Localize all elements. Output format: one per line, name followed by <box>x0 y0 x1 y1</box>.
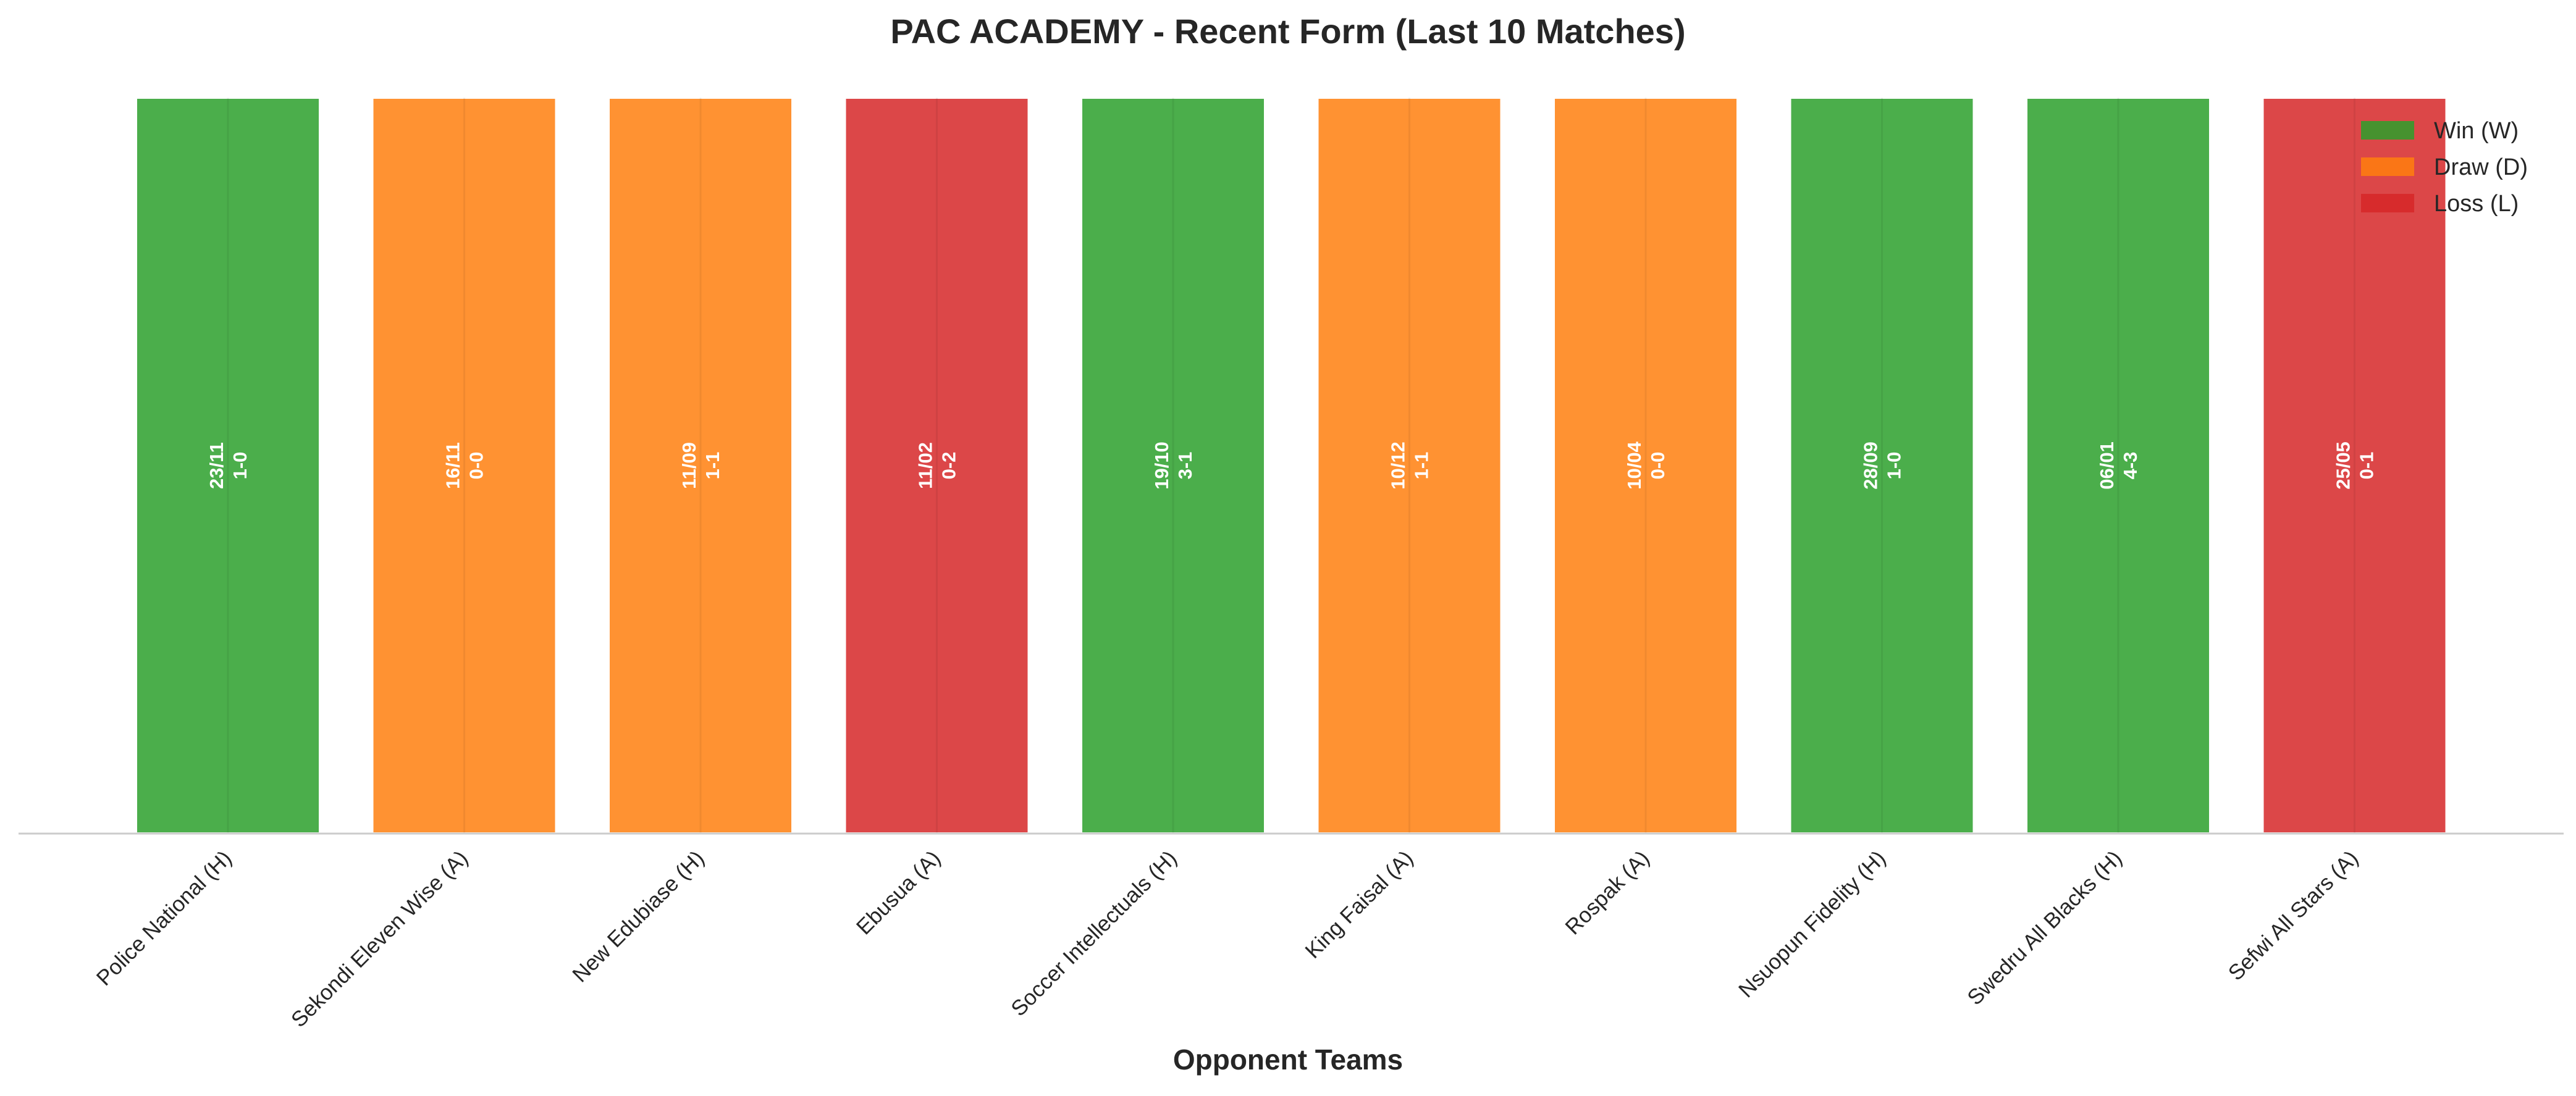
bar-1 <box>135 96 321 835</box>
x-tick-label: New Edubiase (H) <box>568 846 709 987</box>
match-date: 11/02 <box>915 442 937 489</box>
match-score: 0-0 <box>1647 452 1669 480</box>
match-score: 0-0 <box>466 452 487 480</box>
x-tick-label: Police National (H) <box>92 846 237 990</box>
legend-label: Loss (L) <box>2434 191 2519 217</box>
x-tick-label: King Faisal (A) <box>1300 846 1418 963</box>
bar-10 <box>2261 96 2448 835</box>
x-tick-label: Rospak (A) <box>1560 846 1654 939</box>
match-date: 10/12 <box>1387 441 1409 490</box>
bar-4 <box>843 96 1030 835</box>
bar-5 <box>1080 96 1266 835</box>
match-date: 25/05 <box>2333 441 2354 490</box>
match-score: 1-0 <box>1884 452 1905 480</box>
match-score: 4-3 <box>2119 452 2141 480</box>
bar-label: 11/020-2 <box>915 442 960 489</box>
match-date: 10/04 <box>1623 441 1645 489</box>
x-tick-label: Sefwi All Stars (A) <box>2224 846 2363 985</box>
match-date: 16/11 <box>442 442 464 489</box>
match-date: 28/09 <box>1860 441 1882 490</box>
bars-layer: 23/111-0 16/110-0 11/091-1 11/020-2 19/103-1… <box>135 96 2448 835</box>
bar-label: 11/091-1 <box>678 442 723 489</box>
bar-label: 23/111-0 <box>206 442 251 489</box>
bar-label: 16/110-0 <box>442 442 487 489</box>
bar-7 <box>1552 96 1739 835</box>
bar-label: 19/103-1 <box>1151 441 1196 490</box>
legend-swatch <box>2361 121 2414 140</box>
bar-label: 10/121-1 <box>1387 441 1433 490</box>
x-axis-label: Opponent Teams <box>1173 1044 1403 1076</box>
bar-label: 25/050-1 <box>2333 441 2378 490</box>
x-tick-label: Soccer Intellectuals (H) <box>1006 846 1181 1021</box>
x-tick-label: Sekondi Eleven Wise (A) <box>287 846 473 1032</box>
match-score: 3-1 <box>1174 452 1196 480</box>
bar-label: 28/091-0 <box>1860 441 1905 490</box>
legend-label: Win (W) <box>2434 118 2519 144</box>
match-date: 06/01 <box>2096 441 2118 490</box>
bar-2 <box>371 96 558 835</box>
match-score: 1-0 <box>229 452 251 480</box>
x-tick-labels: Police National (H) Sekondi Eleven Wise (… <box>92 846 2363 1032</box>
match-date: 23/11 <box>206 442 227 489</box>
match-score: 1-1 <box>702 452 723 480</box>
bar-label: 10/040-0 <box>1623 441 1669 489</box>
match-date: 11/09 <box>678 442 700 489</box>
legend-swatch <box>2361 157 2414 176</box>
chart-title: PAC ACADEMY - Recent Form (Last 10 Match… <box>890 12 1685 51</box>
bar-3 <box>607 96 794 835</box>
x-tick-label: Ebusua (A) <box>852 846 945 939</box>
match-score: 1-1 <box>1411 452 1433 480</box>
x-tick-label: Nsuopun Fidelity (H) <box>1734 846 1890 1002</box>
legend: Win (W) Draw (D) Loss (L) <box>2361 118 2528 217</box>
match-score: 0-2 <box>938 452 960 480</box>
legend-swatch <box>2361 194 2414 212</box>
bar-6 <box>1316 96 1503 835</box>
bar-label: 06/014-3 <box>2096 441 2141 490</box>
match-score: 0-1 <box>2356 452 2378 480</box>
legend-label: Draw (D) <box>2434 154 2528 180</box>
match-date: 19/10 <box>1151 441 1172 490</box>
x-tick-label: Swedru All Blacks (H) <box>1963 846 2127 1010</box>
